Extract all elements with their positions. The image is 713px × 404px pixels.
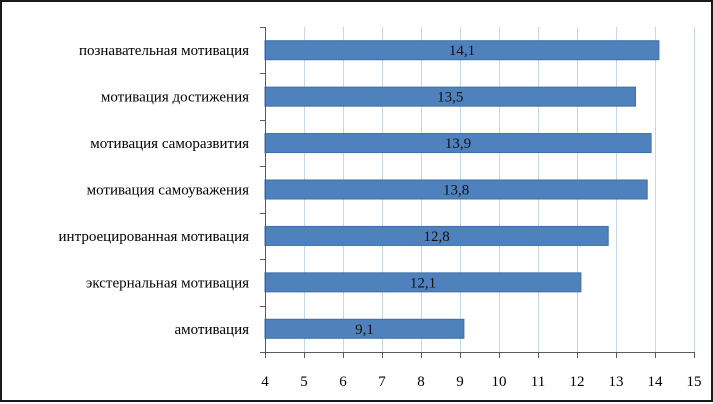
- category-label-6: амотивация: [174, 322, 249, 338]
- x-tick-label-13: 13: [609, 374, 624, 390]
- x-tick-label-8: 8: [417, 374, 425, 390]
- x-tick-label-7: 7: [378, 374, 386, 390]
- x-tick-label-6: 6: [339, 374, 347, 390]
- x-tick-label-11: 11: [531, 374, 545, 390]
- data-label-5: 12,1: [410, 275, 436, 291]
- data-label-1: 13,5: [437, 90, 463, 106]
- data-label-3: 13,8: [443, 183, 469, 199]
- category-label-5: экстернальная мотивация: [86, 275, 249, 291]
- x-tick-label-5: 5: [300, 374, 308, 390]
- x-tick-label-10: 10: [492, 374, 507, 390]
- category-label-0: познавательная мотивация: [79, 43, 249, 59]
- x-tick-label-9: 9: [456, 374, 464, 390]
- x-tick-label-4: 4: [261, 374, 269, 390]
- data-label-4: 12,8: [423, 229, 449, 245]
- data-label-0: 14,1: [449, 43, 475, 59]
- data-label-2: 13,9: [445, 136, 471, 152]
- x-tick-label-14: 14: [648, 374, 664, 390]
- category-label-1: мотивация достижения: [101, 90, 249, 106]
- x-tick-label-12: 12: [570, 374, 585, 390]
- category-label-3: мотивация самоуважения: [87, 183, 249, 199]
- category-label-4: интроецированная мотивация: [59, 229, 250, 245]
- data-label-6: 9,1: [355, 322, 374, 338]
- x-tick-label-15: 15: [687, 374, 702, 390]
- category-label-2: мотивация саморазвития: [90, 136, 249, 152]
